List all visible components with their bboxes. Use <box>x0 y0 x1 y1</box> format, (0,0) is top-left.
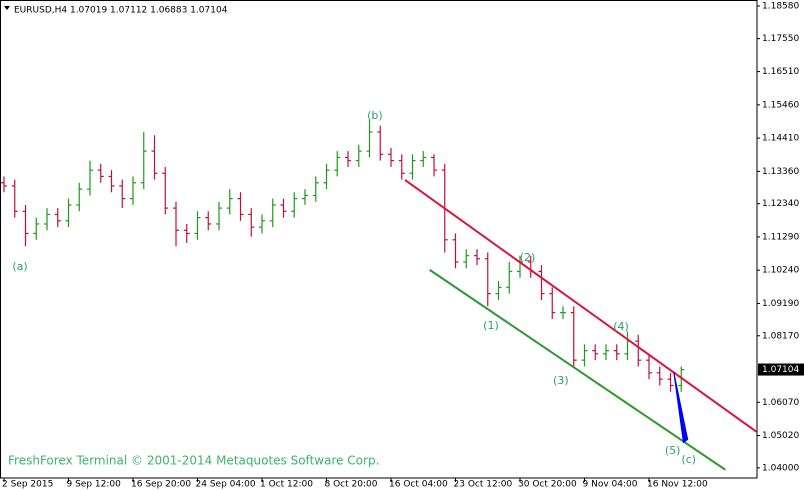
y-tick-label: 1.12340 <box>762 199 799 209</box>
chart-header: EURUSD,H4 1.07019 1.07112 1.06883 1.0710… <box>14 6 228 16</box>
x-tick-label: 16 Oct 04:00 <box>389 480 448 490</box>
y-tick-label: 1.09190 <box>762 299 799 309</box>
y-tick-label: 1.11290 <box>762 232 799 242</box>
y-tick-label: 1.15460 <box>762 100 799 110</box>
wave-label: (1) <box>483 319 499 332</box>
y-tick-label: 1.04000 <box>762 463 799 473</box>
wave-label: (a) <box>12 260 27 273</box>
current-price-label: 1.07104 <box>762 365 799 375</box>
x-tick-label: 2 Sep 2015 <box>2 480 53 490</box>
x-tick-label: 30 Oct 20:00 <box>518 480 577 490</box>
x-tick-label: 8 Oct 20:00 <box>325 480 378 490</box>
plot-frame <box>0 0 758 479</box>
triangle <box>673 371 689 444</box>
wave-label: (2) <box>520 251 536 264</box>
wave-label: (3) <box>553 374 569 387</box>
current-price-box <box>758 363 804 376</box>
wave-label: (5) <box>665 444 681 457</box>
x-tick-label: 23 Oct 12:00 <box>454 480 513 490</box>
watermark: FreshForex Terminal © 2001-2014 Metaquot… <box>8 454 379 468</box>
x-tick-label: 9 Nov 04:00 <box>583 480 638 490</box>
wave-label: (b) <box>367 109 383 122</box>
y-tick-label: 1.16510 <box>762 67 799 77</box>
y-tick-label: 1.10240 <box>762 266 799 276</box>
y-tick-label: 1.18580 <box>762 2 799 12</box>
trendline <box>404 179 757 433</box>
y-tick-label: 1.08170 <box>762 331 799 341</box>
wave-label: (c) <box>681 453 696 466</box>
x-tick-label: 1 Oct 12:00 <box>260 480 313 490</box>
menu-arrow[interactable] <box>4 6 10 10</box>
x-tick-label: 16 Nov 12:00 <box>647 480 708 490</box>
y-tick-label: 1.14410 <box>762 134 799 144</box>
plot-area <box>1 119 757 471</box>
y-tick-label: 1.13360 <box>762 167 799 177</box>
wave-label: (4) <box>613 320 629 333</box>
trendline <box>429 269 726 471</box>
y-tick-label: 1.05020 <box>762 431 799 441</box>
x-tick-label: 16 Sep 20:00 <box>131 480 191 490</box>
y-tick-label: 1.17550 <box>762 34 799 44</box>
y-tick-label: 1.06070 <box>762 398 799 408</box>
x-tick-label: 9 Sep 12:00 <box>67 480 122 490</box>
x-tick-label: 24 Sep 04:00 <box>196 480 256 490</box>
